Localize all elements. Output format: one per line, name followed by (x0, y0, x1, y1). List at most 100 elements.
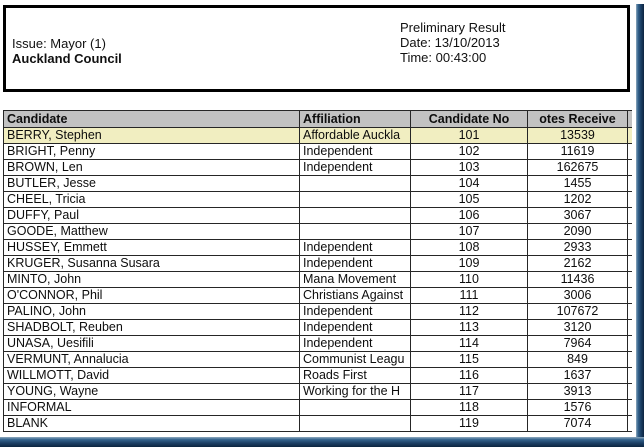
table-row: SHADBOLT, Reuben Independent 113 3120 (3, 319, 632, 336)
blue-frame-right-border (636, 4, 644, 447)
candidate-no-cell: 118 (410, 399, 528, 416)
candidate-cell: BUTLER, Jesse (3, 175, 300, 192)
council-line: Auckland Council (12, 51, 122, 66)
affiliation-cell: Christians Against (299, 287, 411, 304)
candidate-no-cell: 110 (410, 271, 528, 288)
overflow-column-cell (627, 191, 632, 208)
blue-frame-bottom-border (0, 437, 644, 447)
overflow-column-cell (627, 287, 632, 304)
candidate-no-cell: 114 (410, 335, 528, 352)
affiliation-cell (299, 207, 411, 224)
candidate-cell: HUSSEY, Emmett (3, 239, 300, 256)
table-row: O'CONNOR, Phil Christians Against 111 3006 (3, 287, 632, 304)
candidate-no-cell: 105 (410, 191, 528, 208)
affiliation-cell: Working for the H (299, 383, 411, 400)
votes-received-cell: 1637 (527, 367, 628, 384)
votes-received-cell: 107672 (527, 303, 628, 320)
candidate-cell: BERRY, Stephen (3, 127, 300, 144)
affiliation-cell: Independent (299, 303, 411, 320)
overflow-column-cell (627, 399, 632, 416)
affiliation-cell: Independent (299, 335, 411, 352)
affiliation-cell: Roads First (299, 367, 411, 384)
candidate-cell: INFORMAL (3, 399, 300, 416)
candidate-no-cell: 106 (410, 207, 528, 224)
votes-received-cell: 3067 (527, 207, 628, 224)
results-tbody: BERRY, Stephen Affordable Auckla 101 13539 B… (3, 127, 632, 432)
overflow-column-cell (627, 207, 632, 224)
candidate-cell: VERMUNT, Annalucia (3, 351, 300, 368)
candidate-cell: UNASA, Uesifili (3, 335, 300, 352)
votes-received-cell: 1576 (527, 399, 628, 416)
table-row: BRIGHT, Penny Independent 102 11619 (3, 143, 632, 160)
affiliation-cell: Independent (299, 239, 411, 256)
table-row: VERMUNT, Annalucia Communist Leagu 115 849 (3, 351, 632, 368)
candidate-cell: KRUGER, Susanna Susara (3, 255, 300, 272)
overflow-column-cell (627, 319, 632, 336)
overflow-column-cell (627, 367, 632, 384)
candidate-no-cell: 103 (410, 159, 528, 176)
candidate-cell: DUFFY, Paul (3, 207, 300, 224)
affiliation-cell: Mana Movement (299, 271, 411, 288)
report-header-box: Issue: Mayor (1) Auckland Council Prelim… (3, 5, 630, 92)
report-header-left: Issue: Mayor (1) Auckland Council (12, 36, 122, 66)
votes-received-cell: 2090 (527, 223, 628, 240)
candidate-cell: BLANK (3, 415, 300, 432)
results-table-container: Candidate Affiliation Candidate No otes … (3, 110, 632, 432)
table-row: MINTO, John Mana Movement 110 11436 (3, 271, 632, 288)
candidate-cell: YOUNG, Wayne (3, 383, 300, 400)
candidate-cell: BROWN, Len (3, 159, 300, 176)
table-row: KRUGER, Susanna Susara Independent 109 2162 (3, 255, 632, 272)
table-row: BUTLER, Jesse 104 1455 (3, 175, 632, 192)
affiliation-cell: Independent (299, 159, 411, 176)
candidate-column-header: Candidate (3, 110, 300, 128)
candidate-no-cell: 112 (410, 303, 528, 320)
table-row: WILLMOTT, David Roads First 116 1637 (3, 367, 632, 384)
candidate-no-cell: 107 (410, 223, 528, 240)
affiliation-column-header: Affiliation (299, 110, 411, 128)
affiliation-cell (299, 175, 411, 192)
table-row: BERRY, Stephen Affordable Auckla 101 13539 (3, 127, 632, 144)
candidate-no-cell: 109 (410, 255, 528, 272)
overflow-column-cell (627, 143, 632, 160)
candidate-no-column-header: Candidate No (410, 110, 528, 128)
votes-received-cell: 162675 (527, 159, 628, 176)
overflow-column-cell (627, 255, 632, 272)
table-row: BLANK 119 7074 (3, 415, 632, 432)
candidate-no-cell: 113 (410, 319, 528, 336)
affiliation-cell: Independent (299, 319, 411, 336)
candidate-no-cell: 102 (410, 143, 528, 160)
candidate-no-cell: 104 (410, 175, 528, 192)
votes-received-cell: 13539 (527, 127, 628, 144)
affiliation-cell: Independent (299, 255, 411, 272)
date-line: Date: 13/10/2013 (400, 35, 500, 50)
votes-received-column-header: otes Receive (527, 110, 628, 128)
overflow-column-cell (627, 335, 632, 352)
overflow-column-cell (627, 303, 632, 320)
votes-received-cell: 3120 (527, 319, 628, 336)
overflow-column-cell (627, 415, 632, 432)
votes-received-cell: 7964 (527, 335, 628, 352)
table-row: BROWN, Len Independent 103 162675 (3, 159, 632, 176)
table-row: UNASA, Uesifili Independent 114 7964 (3, 335, 632, 352)
overflow-column-cell (627, 351, 632, 368)
candidate-no-cell: 119 (410, 415, 528, 432)
affiliation-cell (299, 223, 411, 240)
candidate-no-cell: 101 (410, 127, 528, 144)
table-row: CHEEL, Tricia 105 1202 (3, 191, 632, 208)
table-row: GOODE, Matthew 107 2090 (3, 223, 632, 240)
votes-received-cell: 2933 (527, 239, 628, 256)
table-row: PALINO, John Independent 112 107672 (3, 303, 632, 320)
table-row: YOUNG, Wayne Working for the H 117 3913 (3, 383, 632, 400)
candidate-cell: SHADBOLT, Reuben (3, 319, 300, 336)
table-row: HUSSEY, Emmett Independent 108 2933 (3, 239, 632, 256)
time-line: Time: 00:43:00 (400, 50, 487, 65)
candidate-no-cell: 108 (410, 239, 528, 256)
votes-received-cell: 11619 (527, 143, 628, 160)
candidate-no-cell: 116 (410, 367, 528, 384)
affiliation-cell: Affordable Auckla (299, 127, 411, 144)
votes-received-cell: 11436 (527, 271, 628, 288)
candidate-cell: PALINO, John (3, 303, 300, 320)
candidate-no-cell: 115 (410, 351, 528, 368)
votes-received-cell: 1455 (527, 175, 628, 192)
